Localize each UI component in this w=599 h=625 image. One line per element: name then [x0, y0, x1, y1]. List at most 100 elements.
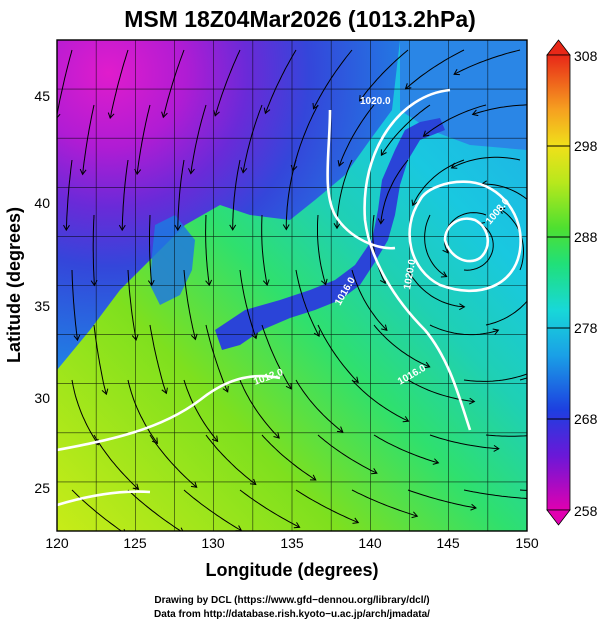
streamline-arrowhead [432, 458, 440, 465]
colorbar-tick-label: 268 [574, 411, 598, 427]
streamline-arrowhead [213, 110, 220, 117]
contour-1020-north [326, 109, 396, 250]
streamline-arrowhead [263, 107, 271, 115]
y-tick-label: 40 [34, 195, 50, 211]
streamline [261, 324, 292, 390]
streamline-arrowhead [131, 334, 139, 341]
contour-1016-south [57, 374, 281, 452]
continent-field [57, 40, 400, 370]
streamline [317, 214, 327, 285]
streamline-arrowhead [222, 385, 229, 393]
streamline-arrowhead [422, 130, 430, 137]
streamline [317, 324, 359, 383]
colorbar-top-arrow [546, 39, 571, 56]
streamline-arrowhead [188, 168, 195, 175]
streamline [424, 214, 447, 278]
streamline [149, 434, 198, 488]
streamline-arrowhead [285, 382, 292, 390]
streamline-arrowhead [293, 522, 301, 529]
x-tick-label: 130 [201, 535, 225, 551]
streamline-arrowhead [229, 224, 237, 231]
streamline-arrowhead [313, 330, 320, 338]
x-axis: 120 125 130 135 140 145 150 Longitude (d… [45, 535, 539, 580]
streamline-arrowhead [211, 435, 219, 443]
streamline [351, 379, 409, 422]
streamline [313, 49, 353, 110]
streamline [71, 379, 99, 445]
streamline [205, 214, 210, 286]
streamline [183, 379, 218, 442]
credit-line-1: Drawing by DCL (https://www.gfd−dennou.o… [154, 595, 429, 606]
streamline [183, 269, 196, 340]
streamline-arrowhead [240, 167, 248, 174]
contour-label: 1020.0 [402, 258, 418, 290]
streamline-arrowhead [411, 199, 418, 207]
streamline [149, 214, 153, 286]
streamline-arrowhead [411, 511, 419, 519]
y-tick-label: 30 [34, 390, 50, 406]
streamline-arrowhead [534, 283, 540, 289]
streamline-arrowhead [337, 160, 345, 167]
streamline [285, 159, 297, 230]
streamline-arrowhead [101, 388, 109, 396]
streamline [429, 324, 499, 336]
streamline-arrowhead [470, 503, 477, 511]
streamline-arrowhead [107, 112, 115, 120]
streamline [373, 324, 430, 368]
streamline [351, 269, 388, 331]
x-axis-title: Longitude (degrees) [205, 560, 378, 580]
streamline [373, 434, 439, 464]
streamline-arrowhead [282, 224, 290, 231]
contour-1020-south [57, 490, 151, 507]
plot-area: 1020.0 1016.0 1012.0 1016.0 1020.0 1008.… [57, 40, 540, 531]
streamline [485, 300, 527, 326]
streamline [190, 104, 207, 174]
streamline [463, 223, 494, 271]
streamline-arrowhead [147, 279, 155, 287]
y-tick-label: 25 [34, 480, 50, 496]
streamline-arrowhead [63, 224, 70, 232]
streamline-arrowhead [377, 218, 385, 225]
streamline-arrowhead [73, 334, 81, 342]
streamline [429, 434, 499, 450]
streamline-arrowhead [79, 168, 87, 176]
streamline-arrowhead [174, 224, 182, 232]
streamline [109, 49, 129, 119]
credit-line-2: Data from http://database.rish.kyoto−u.a… [154, 609, 430, 620]
streamline-arrowhead [423, 361, 431, 369]
streamline-arrowhead [492, 328, 500, 336]
streamline-arrowhead [161, 387, 168, 395]
streamline-arrowhead [352, 517, 360, 524]
streamline [481, 183, 527, 200]
streamline [295, 379, 344, 433]
streamline [453, 49, 521, 75]
streamline-arrowhead [262, 279, 270, 286]
streamline-arrowhead [381, 324, 388, 331]
streamline-arrowhead [529, 496, 534, 502]
contour-1008 [443, 217, 489, 263]
streamline-arrowhead [309, 474, 317, 481]
streamline-arrowhead [404, 83, 412, 90]
streamline [261, 214, 268, 286]
streamline-arrowhead [380, 149, 387, 157]
streamline [239, 379, 280, 439]
streamline [407, 489, 477, 509]
streamline [214, 49, 241, 116]
streamline [121, 159, 129, 231]
streamline [127, 379, 158, 444]
streamline-arrowhead [453, 69, 460, 76]
streamline [380, 104, 431, 156]
streamline-arrowhead [333, 223, 341, 230]
streamline-arrowhead [498, 207, 506, 214]
colorbar-tick-label: 288 [574, 229, 598, 245]
streamline [177, 159, 185, 231]
streamline [407, 269, 465, 308]
colorbar-ramp [546, 54, 571, 511]
streamline [338, 104, 375, 167]
streamline [136, 104, 151, 175]
map-title: MSM 18Z04Mar2026 (1013.2hPa) [124, 6, 476, 32]
colorbar-tick-label: 298 [574, 138, 598, 154]
korea-land [150, 215, 195, 305]
streamline-arrowhead [251, 332, 258, 340]
colorbar-bottom-arrow [546, 509, 571, 526]
